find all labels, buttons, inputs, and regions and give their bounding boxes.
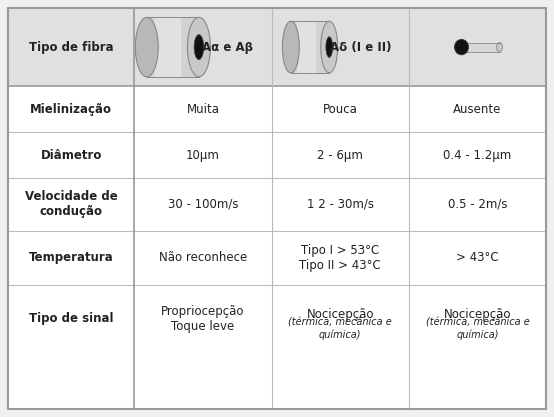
Text: (térmica, mecânica e
química): (térmica, mecânica e química) [288, 318, 392, 340]
Bar [8, 8, 546, 86]
Text: 1 2 - 30m/s: 1 2 - 30m/s [307, 198, 374, 211]
Ellipse shape [496, 43, 502, 52]
Text: Propriocepção
Toque leve: Propriocepção Toque leve [161, 305, 245, 333]
Ellipse shape [321, 21, 338, 73]
Text: Ausente: Ausente [453, 103, 501, 116]
Text: Nocicepção: Nocicepção [306, 308, 374, 321]
Text: > 43°C: > 43°C [456, 251, 499, 264]
Text: 10μm: 10μm [186, 149, 220, 162]
Ellipse shape [283, 21, 299, 73]
Text: Temperatura: Temperatura [29, 251, 114, 264]
Text: Diâmetro: Diâmetro [40, 149, 102, 162]
Ellipse shape [454, 39, 469, 55]
Text: 30 - 100m/s: 30 - 100m/s [168, 198, 238, 211]
Text: Aδ (I e II): Aδ (I e II) [330, 40, 392, 54]
Ellipse shape [187, 18, 211, 77]
Bar [461, 43, 500, 52]
Text: Velocidade de
condução: Velocidade de condução [25, 191, 117, 219]
Text: Tipo I > 53°C
Tipo II > 43°C: Tipo I > 53°C Tipo II > 43°C [299, 244, 381, 271]
Text: 0.4 - 1.2μm: 0.4 - 1.2μm [443, 149, 511, 162]
Text: Nocicepção: Nocicepção [444, 308, 511, 321]
Text: Pouca: Pouca [323, 103, 358, 116]
Bar [296, 21, 316, 73]
Ellipse shape [326, 37, 332, 58]
Ellipse shape [135, 18, 158, 77]
Text: Mielinização: Mielinização [30, 103, 112, 116]
Text: 0.5 - 2m/s: 0.5 - 2m/s [448, 198, 507, 211]
Text: (térmica, mecânica e
química): (térmica, mecânica e química) [425, 318, 529, 340]
Text: Aα e Aβ: Aα e Aβ [202, 40, 253, 54]
Bar [147, 18, 199, 77]
Text: 2 - 6μm: 2 - 6μm [317, 149, 363, 162]
Text: Tipo de sinal: Tipo de sinal [29, 312, 114, 325]
Bar [291, 21, 329, 73]
Text: Não reconhece: Não reconhece [159, 251, 247, 264]
Bar [155, 18, 181, 77]
Ellipse shape [194, 35, 204, 60]
Text: Muita: Muita [187, 103, 219, 116]
Text: Tipo de fibra: Tipo de fibra [29, 40, 114, 54]
